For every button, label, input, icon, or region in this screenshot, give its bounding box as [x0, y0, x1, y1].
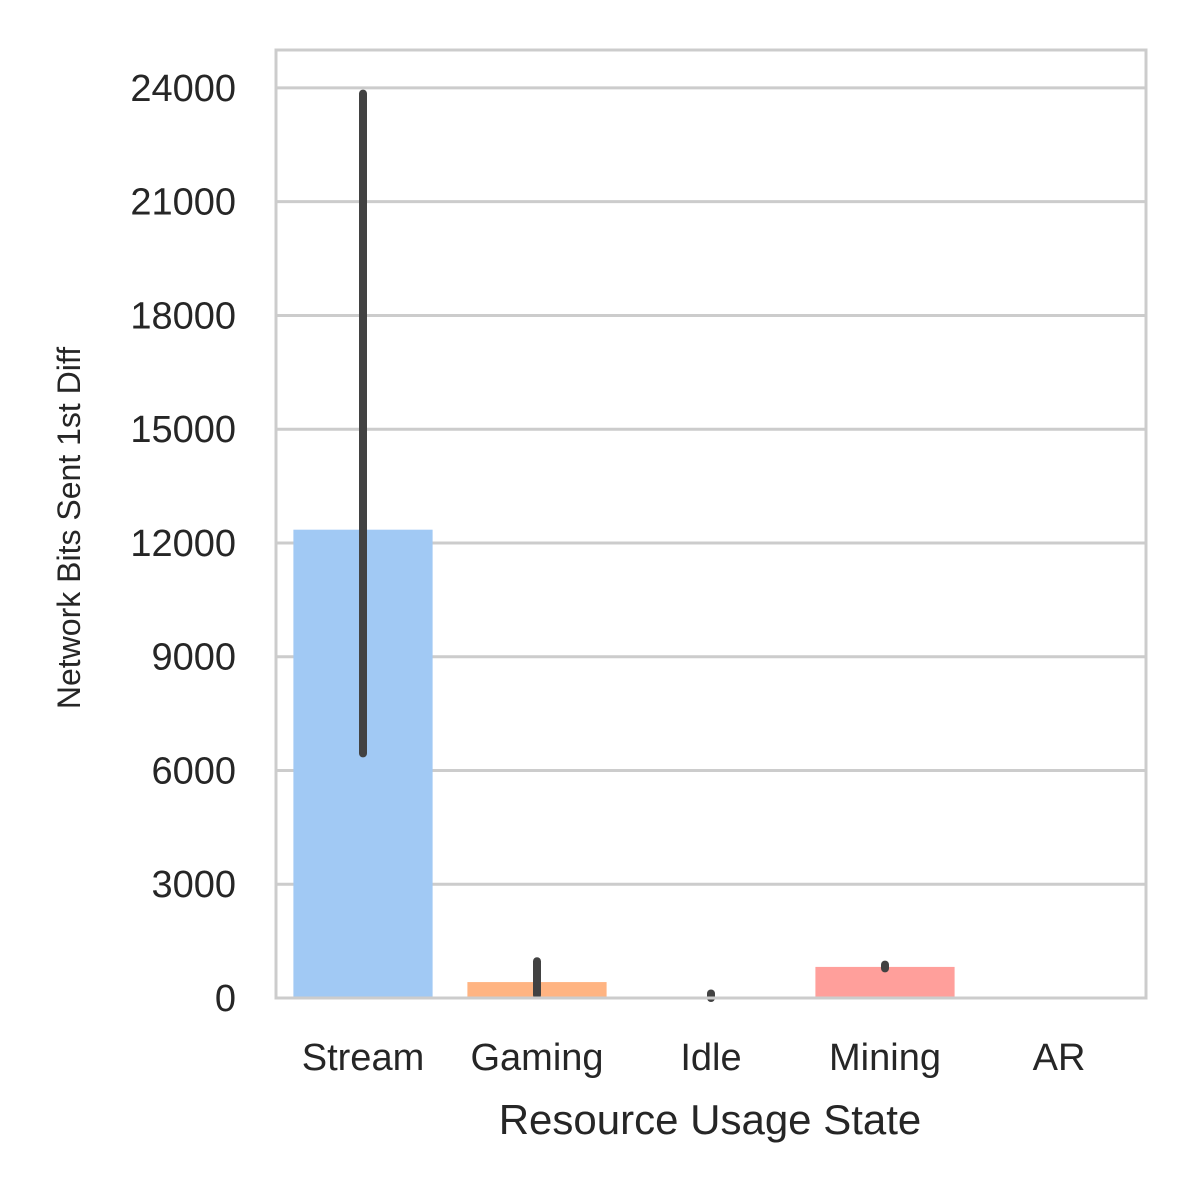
- x-tick-label: Mining: [829, 1037, 941, 1079]
- y-axis-title: Network Bits Sent 1st Diff: [51, 347, 87, 709]
- y-tick-label: 21000: [130, 182, 236, 224]
- y-tick-label: 24000: [130, 68, 236, 110]
- y-tick-label: 15000: [130, 409, 236, 451]
- plot-frame: [274, 48, 1148, 1000]
- x-tick-label: Stream: [302, 1037, 424, 1079]
- x-tick-label: Idle: [680, 1037, 741, 1079]
- error-bars: [359, 89, 889, 1002]
- y-tick-label: 18000: [130, 295, 236, 337]
- y-tick-label: 3000: [151, 864, 236, 906]
- x-tick-label: Gaming: [470, 1037, 603, 1079]
- y-tick-label: 12000: [130, 523, 236, 565]
- y-tick-label: 6000: [151, 750, 236, 792]
- y-tick-labels: 0 3000 6000 9000 12000 15000 18000 21000 24000: [130, 68, 236, 1020]
- x-tick-labels: Stream Gaming Idle Mining AR: [302, 1037, 1086, 1079]
- y-tick-label: 0: [215, 978, 236, 1020]
- y-tick-label: 9000: [151, 637, 236, 679]
- x-axis-title: Resource Usage State: [499, 1096, 922, 1143]
- x-tick-label: AR: [1033, 1037, 1086, 1079]
